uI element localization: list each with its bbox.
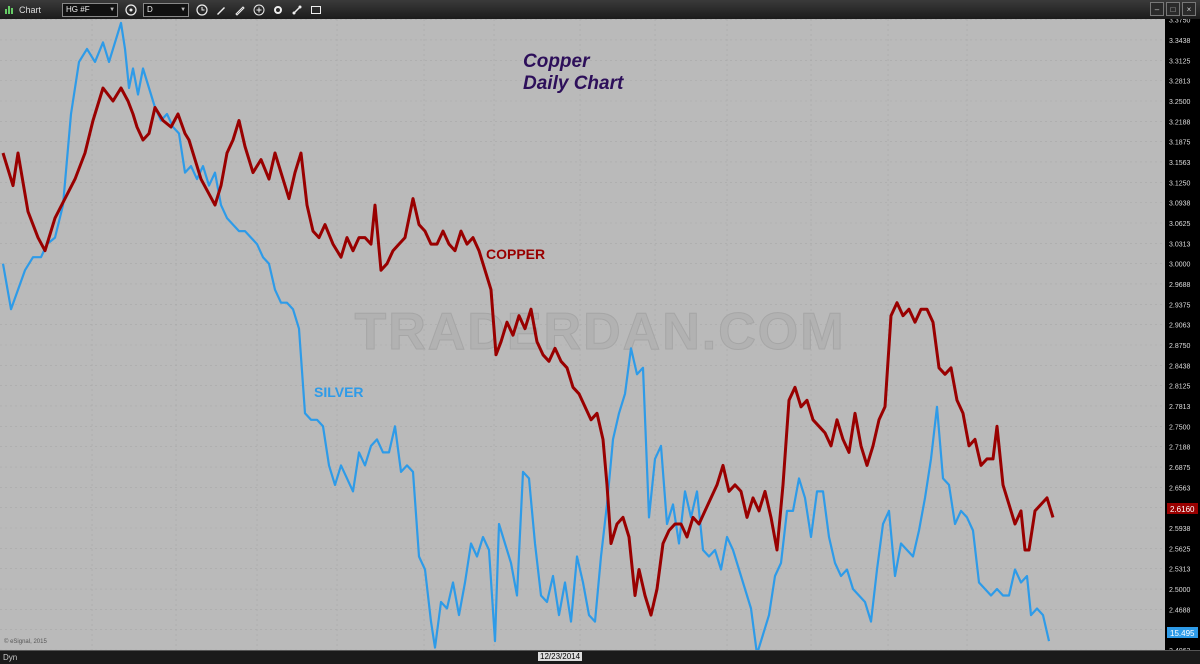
- series-layer: [1, 21, 1055, 650]
- chevron-down-icon: ▼: [109, 6, 116, 13]
- settings-icon[interactable]: [271, 3, 284, 16]
- y-tick-label: 2.7813: [1169, 404, 1191, 411]
- chevron-down-icon: ▼: [180, 6, 187, 13]
- window-controls: – □ ×: [1150, 2, 1196, 16]
- maximize-icon[interactable]: □: [1166, 2, 1180, 16]
- copper-last-value: 2.6160: [1170, 505, 1195, 514]
- copper-last-badge: [1167, 503, 1198, 514]
- y-tick-label: 2.8438: [1169, 363, 1191, 370]
- copyright: © eSignal, 2015: [4, 638, 47, 645]
- y-tick-label: 2.5625: [1169, 546, 1191, 553]
- y-tick-label: 2.7188: [1169, 445, 1191, 452]
- y-tick-label: 3.2500: [1169, 99, 1191, 106]
- y-tick-label: 3.0625: [1169, 221, 1191, 228]
- symbol-value: HG #F: [66, 5, 90, 14]
- y-tick-label: 3.0000: [1169, 262, 1191, 269]
- interval-value: D: [147, 5, 153, 14]
- chart-icon[interactable]: [3, 3, 16, 16]
- chart-title: Copper: [523, 51, 591, 72]
- watermark: TRADERDAN.COM: [354, 303, 845, 361]
- dyn-label[interactable]: Dyn: [3, 653, 18, 662]
- window-icon[interactable]: [309, 3, 322, 16]
- window-label: Chart: [19, 4, 42, 15]
- y-tick-label: 2.8750: [1169, 343, 1191, 350]
- price-axis: [1165, 19, 1200, 650]
- series-line-copper: [1, 86, 1055, 617]
- y-tick-label: 2.8125: [1169, 384, 1191, 391]
- series-line-silver: [1, 21, 1051, 650]
- chart-subtitle: Daily Chart: [523, 73, 624, 94]
- silver-last-badge: [1167, 627, 1198, 638]
- symbol-input[interactable]: HG #F ▼: [62, 2, 119, 17]
- y-tick-label: 3.2813: [1169, 79, 1191, 86]
- time-axis-bar: Dyn 12/23/2014: [0, 650, 1200, 664]
- price-chart[interactable]: TRADERDAN.COM Copper Daily Chart COPPER …: [0, 19, 1200, 650]
- y-tick-label: 3.1250: [1169, 180, 1191, 187]
- y-tick-label: 3.1875: [1169, 140, 1191, 147]
- clock-icon[interactable]: [195, 3, 208, 16]
- y-tick-label: 3.2188: [1169, 119, 1191, 126]
- y-tick-label: 3.0938: [1169, 201, 1191, 208]
- y-tick-label: 3.3750: [1169, 19, 1191, 25]
- y-tick-label: 3.1563: [1169, 160, 1191, 167]
- draw-icon[interactable]: [233, 3, 246, 16]
- y-tick-label: 2.9375: [1169, 302, 1191, 309]
- add-icon[interactable]: [252, 3, 265, 16]
- y-tick-label: 2.5938: [1169, 526, 1191, 533]
- y-tick-label: 2.6875: [1169, 465, 1191, 472]
- y-tick-label: 2.4063: [1169, 648, 1191, 650]
- y-tick-label: 2.6563: [1169, 485, 1191, 492]
- silver-last-value: 15.495: [1170, 629, 1195, 638]
- y-tick-label: 2.5000: [1169, 587, 1191, 594]
- link-icon[interactable]: [290, 3, 303, 16]
- date-marker: 12/23/2014: [538, 652, 583, 661]
- y-axis: 3.3750 3.3438 3.3125 3.2813 3.2500 3.2188 3.18…: [1169, 19, 1191, 650]
- y-tick-label: 3.3125: [1169, 58, 1191, 65]
- y-tick-label: 2.7500: [1169, 424, 1191, 431]
- y-tick-label: 2.9063: [1169, 323, 1191, 330]
- cursor-icon[interactable]: [124, 3, 137, 16]
- series-label-copper: COPPER: [486, 246, 545, 262]
- pencil-icon[interactable]: [214, 3, 227, 16]
- plot-area: [0, 19, 1165, 650]
- y-tick-label: 2.9688: [1169, 282, 1191, 289]
- y-tick-label: 3.0313: [1169, 241, 1191, 248]
- close-icon[interactable]: ×: [1182, 2, 1196, 16]
- series-label-silver: SILVER: [314, 384, 364, 400]
- y-tick-label: 2.4688: [1169, 607, 1191, 614]
- minimize-icon[interactable]: –: [1150, 2, 1164, 16]
- y-tick-label: 2.5313: [1169, 567, 1191, 574]
- toolbar: Chart HG #F ▼ D ▼ – □ ×: [0, 0, 1200, 20]
- interval-select[interactable]: D ▼: [143, 2, 190, 17]
- y-tick-label: 3.3438: [1169, 38, 1191, 45]
